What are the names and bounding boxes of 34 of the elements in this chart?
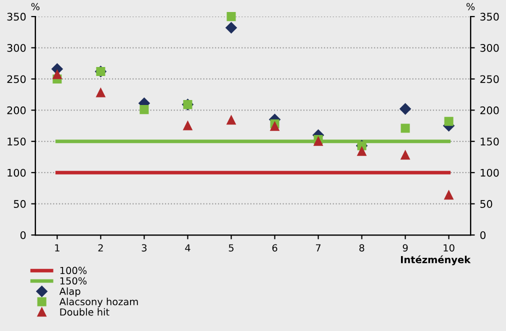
y2-tick-label: 200 — [480, 106, 499, 114]
x-tick-label: 10 — [444, 244, 454, 252]
legend-label: Alacsony hozam — [59, 298, 138, 308]
y2-tick-label: 100 — [480, 168, 499, 177]
y2-axis-title: % — [466, 2, 475, 10]
y2-tick-label: 50 — [480, 200, 492, 208]
x-tick-label: 4 — [185, 244, 190, 252]
x-tick-label: 5 — [228, 244, 234, 252]
y2-tick-label: 250 — [480, 75, 499, 84]
legend-label: 150% — [60, 277, 87, 285]
legend-label: 100% — [60, 266, 87, 274]
y-tick-label: 200 — [7, 106, 26, 114]
x-tick-label: 7 — [316, 244, 321, 252]
y2-tick-label: 0 — [480, 231, 486, 240]
y-tick-label: 300 — [7, 44, 26, 52]
legend-label: Alap — [59, 287, 80, 297]
x-tick-label: 6 — [272, 244, 278, 252]
y2-tick-label: 350 — [480, 12, 499, 21]
y-tick-label: 50 — [14, 200, 26, 208]
y2-tick-label: 300 — [480, 44, 499, 52]
y2-tick-label: 150 — [480, 138, 499, 146]
y-axis-title: % — [31, 2, 40, 10]
legend-label: Double hit — [60, 308, 110, 316]
y-tick-label: 250 — [7, 75, 26, 84]
x-axis-title: Intézmények — [400, 255, 471, 266]
y-tick-label: 0 — [20, 231, 26, 240]
x-tick-label: 8 — [359, 244, 364, 252]
y-tick-label: 350 — [7, 12, 26, 21]
x-tick-label: 3 — [142, 244, 147, 252]
y-tick-label: 150 — [8, 138, 26, 146]
y-tick-label: 100 — [8, 168, 26, 177]
x-tick-label: 9 — [402, 244, 408, 252]
x-tick-label: 1 — [55, 244, 60, 252]
x-tick-label: 2 — [98, 244, 103, 252]
